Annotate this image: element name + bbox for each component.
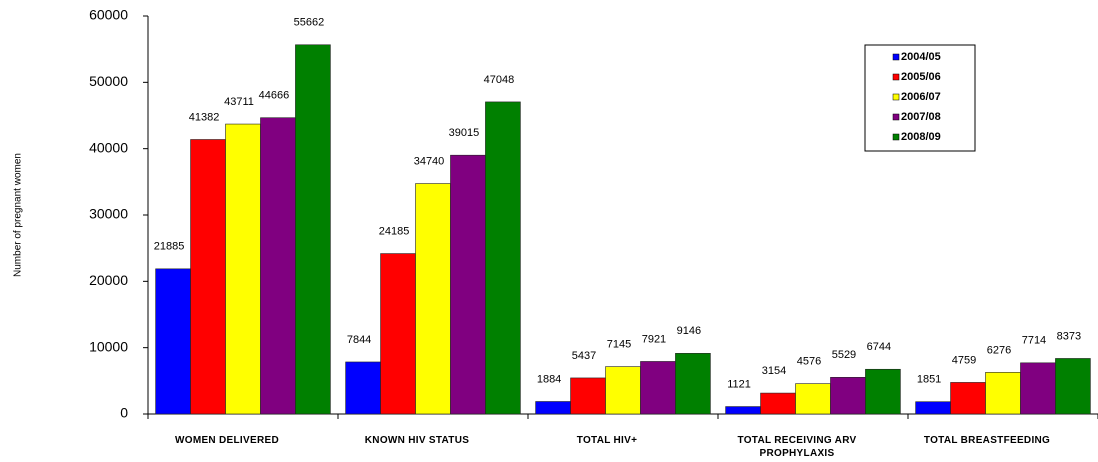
value-label: 55662 xyxy=(294,17,325,29)
legend-swatch xyxy=(892,73,900,81)
bar xyxy=(985,372,1021,415)
legend-label: 2005/06 xyxy=(901,71,941,83)
value-label: 6276 xyxy=(987,344,1011,356)
bar xyxy=(795,383,831,415)
value-label: 7714 xyxy=(1022,335,1046,347)
bar xyxy=(830,377,866,415)
bar xyxy=(380,253,416,415)
value-label: 24185 xyxy=(379,225,410,237)
legend-swatch xyxy=(892,53,900,61)
x-tick-label: TOTAL RECEIVING ARV PROPHYLAXIS xyxy=(737,435,857,459)
bar xyxy=(675,353,711,415)
legend-swatch xyxy=(892,133,900,141)
legend-label: 2007/08 xyxy=(901,111,941,123)
value-label: 43711 xyxy=(224,96,254,108)
value-label: 8373 xyxy=(1057,330,1081,342)
value-label: 9146 xyxy=(677,325,701,337)
legend-label: 2004/05 xyxy=(901,51,941,63)
value-label: 21885 xyxy=(154,241,185,253)
bar xyxy=(915,401,951,415)
bar xyxy=(640,361,676,415)
x-tick-label: KNOWN HIV STATUS xyxy=(364,435,470,446)
bar xyxy=(295,44,331,415)
bar xyxy=(1020,362,1056,415)
value-label: 3154 xyxy=(762,365,786,377)
bar xyxy=(950,382,986,415)
value-label: 5437 xyxy=(572,350,596,362)
value-label: 4759 xyxy=(952,354,976,366)
legend-swatch xyxy=(892,93,900,101)
y-axis-label: Number of pregnant women xyxy=(13,153,24,277)
bar xyxy=(225,123,261,415)
bar xyxy=(485,101,521,415)
bar xyxy=(1055,358,1091,415)
value-label: 34740 xyxy=(414,155,445,167)
value-label: 7844 xyxy=(347,334,371,346)
value-label: 1851 xyxy=(917,374,941,386)
bar xyxy=(415,183,451,415)
y-tick-label: 30000 xyxy=(89,206,128,222)
y-tick-label: 20000 xyxy=(89,272,128,288)
value-label: 47048 xyxy=(484,74,515,86)
legend-swatch xyxy=(892,113,900,121)
value-label: 1884 xyxy=(537,373,561,385)
value-label: 7921 xyxy=(642,333,666,345)
value-label: 4576 xyxy=(797,356,821,368)
bar xyxy=(605,366,641,415)
bar xyxy=(190,139,226,415)
value-label: 7145 xyxy=(607,339,631,351)
x-tick-label: WOMEN DELIVERED xyxy=(175,435,279,446)
y-tick-label: 60000 xyxy=(89,7,128,23)
bar xyxy=(345,361,381,415)
value-label: 41382 xyxy=(189,111,220,123)
bar xyxy=(535,401,571,415)
bar xyxy=(155,268,191,415)
y-tick-label: 0 xyxy=(120,405,128,421)
x-tick-label: TOTAL HIV+ xyxy=(576,435,638,446)
legend-label: 2008/09 xyxy=(901,131,941,143)
bar xyxy=(260,117,296,415)
bar xyxy=(865,368,901,415)
value-label: 1121 xyxy=(727,378,751,390)
value-label: 44666 xyxy=(259,90,290,102)
bar xyxy=(725,406,761,415)
value-label: 39015 xyxy=(449,127,480,139)
bar xyxy=(570,377,606,415)
bar xyxy=(760,392,796,415)
y-tick-label: 50000 xyxy=(89,73,128,89)
y-tick-label: 40000 xyxy=(89,139,128,155)
y-tick-label: 10000 xyxy=(89,338,128,354)
value-label: 5529 xyxy=(832,349,856,361)
legend-label: 2006/07 xyxy=(901,91,941,103)
legend-box xyxy=(864,44,976,152)
x-tick-label: TOTAL BREASTFEEDING xyxy=(923,435,1051,446)
bar xyxy=(450,154,486,415)
value-label: 6744 xyxy=(867,341,891,353)
